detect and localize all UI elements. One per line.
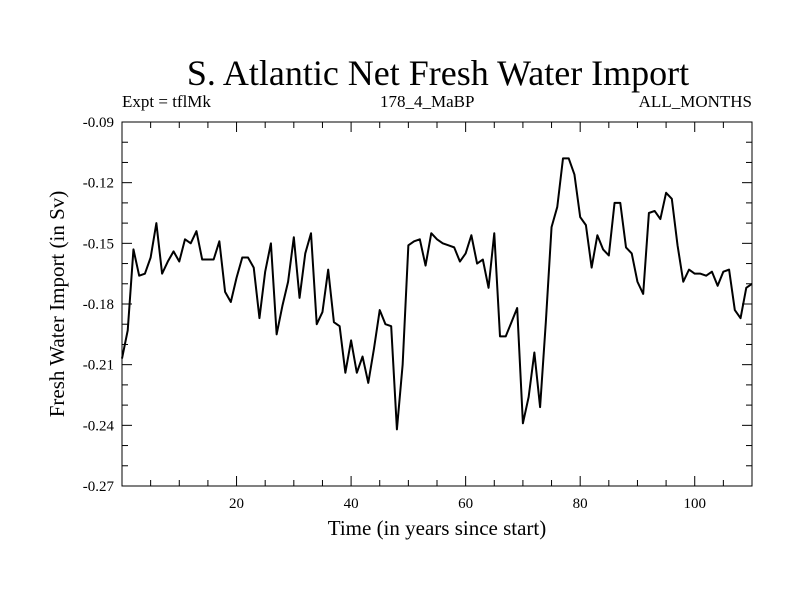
y-tick-label: -0.27 — [83, 479, 115, 495]
x-tick-label: 80 — [573, 496, 588, 512]
y-tick-label: -0.24 — [83, 418, 115, 434]
run-id-label: 178_4_MaBP — [380, 92, 475, 111]
y-tick-label: -0.12 — [83, 176, 114, 192]
y-tick-label: -0.18 — [83, 297, 114, 313]
chart-title: S. Atlantic Net Fresh Water Import — [186, 53, 690, 93]
y-tick-label: -0.09 — [83, 115, 114, 131]
months-label: ALL_MONTHS — [638, 92, 752, 111]
x-tick-label: 60 — [458, 496, 473, 512]
series-line-fresh-water-import — [121, 157, 753, 431]
axis-ticks: 20 40 60 80 100 -0.27 -0.24 -0.21 -0.18 -0.15 -0.1… — [83, 115, 752, 512]
x-tick-label: 40 — [344, 496, 359, 512]
plot-frame — [121, 121, 753, 487]
x-tick-label: 20 — [229, 496, 244, 512]
x-tick-label: 100 — [683, 496, 706, 512]
x-axis-label: Time (in years since start) — [328, 516, 547, 540]
experiment-label: Expt = tflMk — [122, 92, 211, 111]
y-tick-label: -0.21 — [83, 358, 114, 374]
y-axis-label: Fresh Water Import (in Sv) — [45, 191, 69, 418]
y-tick-label: -0.15 — [83, 236, 114, 252]
